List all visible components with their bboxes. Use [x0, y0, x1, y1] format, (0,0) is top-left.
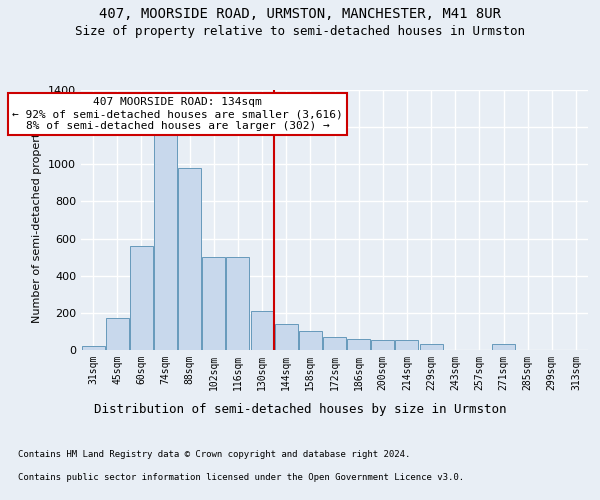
- Bar: [178, 168, 201, 350]
- Bar: [82, 346, 104, 350]
- Text: Size of property relative to semi-detached houses in Urmston: Size of property relative to semi-detach…: [75, 25, 525, 38]
- Bar: [275, 324, 298, 350]
- Bar: [202, 257, 225, 350]
- Bar: [323, 337, 346, 350]
- Text: Contains HM Land Registry data © Crown copyright and database right 2024.: Contains HM Land Registry data © Crown c…: [18, 450, 410, 459]
- Bar: [371, 340, 394, 350]
- Text: Distribution of semi-detached houses by size in Urmston: Distribution of semi-detached houses by …: [94, 402, 506, 415]
- Bar: [492, 344, 515, 350]
- Text: 407 MOORSIDE ROAD: 134sqm
← 92% of semi-detached houses are smaller (3,616)
8% o: 407 MOORSIDE ROAD: 134sqm ← 92% of semi-…: [12, 98, 343, 130]
- Bar: [154, 134, 177, 350]
- Bar: [347, 339, 370, 350]
- Bar: [419, 344, 443, 350]
- Bar: [299, 332, 322, 350]
- Bar: [130, 246, 153, 350]
- Text: Contains public sector information licensed under the Open Government Licence v3: Contains public sector information licen…: [18, 472, 464, 482]
- Bar: [226, 257, 250, 350]
- Bar: [251, 311, 274, 350]
- Text: 407, MOORSIDE ROAD, URMSTON, MANCHESTER, M41 8UR: 407, MOORSIDE ROAD, URMSTON, MANCHESTER,…: [99, 8, 501, 22]
- Y-axis label: Number of semi-detached properties: Number of semi-detached properties: [32, 117, 43, 323]
- Bar: [106, 318, 128, 350]
- Bar: [395, 340, 418, 350]
